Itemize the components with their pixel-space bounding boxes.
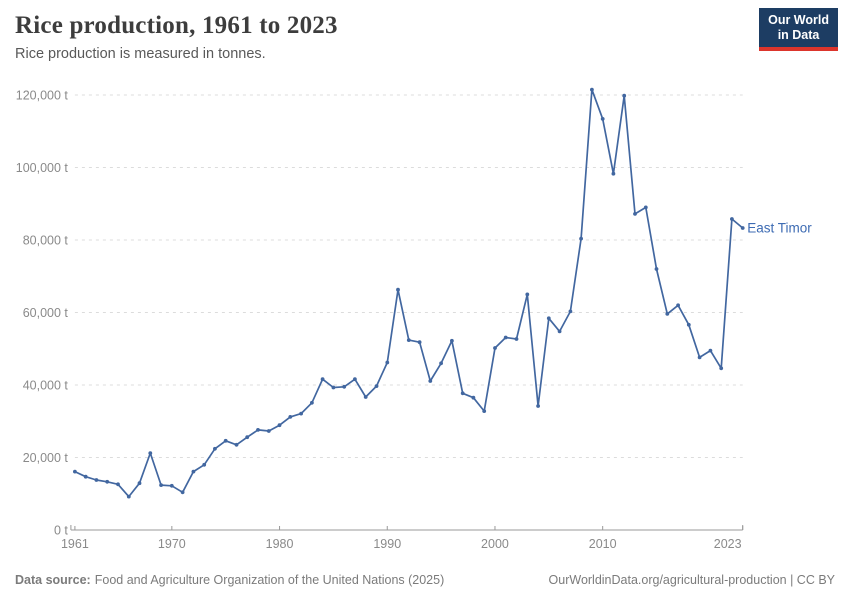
data-point[interactable] [665, 312, 670, 316]
data-source-label: Data source: [15, 573, 91, 587]
data-point[interactable] [116, 482, 120, 487]
data-point[interactable] [385, 360, 390, 365]
data-point[interactable] [708, 348, 713, 353]
data-point[interactable] [450, 338, 454, 343]
data-point[interactable] [697, 355, 702, 360]
data-point[interactable] [590, 87, 594, 92]
chart-header: Rice production, 1961 to 2023 Rice produ… [15, 10, 338, 62]
data-point[interactable] [686, 322, 691, 327]
owid-url-link[interactable]: OurWorldinData.org/agricultural-producti… [548, 573, 835, 587]
data-point[interactable] [525, 292, 530, 297]
data-point[interactable] [503, 335, 508, 340]
data-point[interactable] [202, 462, 207, 467]
data-point[interactable] [493, 346, 497, 350]
owid-logo[interactable]: Our World in Data [759, 8, 838, 51]
data-point[interactable] [730, 217, 734, 221]
owid-logo-line1: Our World [768, 13, 829, 27]
data-point[interactable] [396, 287, 400, 292]
data-point[interactable] [320, 377, 325, 382]
page-title: Rice production, 1961 to 2023 [15, 12, 338, 39]
data-point[interactable] [94, 478, 99, 482]
data-point[interactable] [277, 423, 282, 428]
data-point[interactable] [126, 494, 131, 499]
y-axis-tick-label: 100,000 t [16, 161, 69, 175]
y-axis-tick-label: 40,000 t [23, 379, 69, 393]
data-point[interactable] [417, 340, 422, 345]
data-point[interactable] [719, 366, 724, 371]
chart-subtitle: Rice production is measured in tonnes. [15, 46, 266, 63]
x-axis-tick-label: 1990 [373, 537, 401, 551]
y-axis-tick-label: 0 t [54, 524, 68, 538]
data-point[interactable] [191, 469, 196, 474]
x-axis-tick-label: 1961 [61, 537, 89, 551]
data-point[interactable] [654, 267, 659, 271]
data-point[interactable] [557, 329, 562, 334]
data-point[interactable] [310, 400, 314, 405]
data-source: Data source: Food and Agriculture Organiz… [15, 573, 444, 587]
x-axis-tick-label: 1980 [266, 537, 294, 551]
data-point[interactable] [137, 481, 142, 486]
data-point[interactable] [342, 384, 347, 389]
y-axis-tick-label: 60,000 t [23, 306, 69, 320]
series-line-east-timor[interactable] [74, 88, 744, 498]
data-point[interactable] [536, 404, 540, 408]
data-point[interactable] [482, 409, 487, 413]
data-point[interactable] [105, 479, 110, 484]
data-point[interactable] [73, 469, 77, 474]
series-label-east-timor[interactable]: East Timor [747, 221, 812, 236]
data-point[interactable] [633, 212, 637, 216]
data-point[interactable] [256, 428, 260, 432]
data-point[interactable] [460, 391, 465, 396]
data-point[interactable] [611, 171, 616, 176]
data-point[interactable] [180, 490, 185, 495]
data-point[interactable] [223, 438, 228, 443]
data-point[interactable] [600, 117, 605, 121]
data-point[interactable] [676, 303, 680, 308]
x-axis-tick-label: 2023 [714, 537, 742, 551]
y-axis-tick-label: 20,000 t [23, 451, 69, 465]
data-point[interactable] [148, 451, 153, 455]
data-point[interactable] [266, 429, 271, 433]
data-point[interactable] [374, 384, 379, 388]
data-source-text: Food and Agriculture Organization of the… [94, 573, 445, 587]
x-axis-tick-label: 1970 [158, 537, 186, 551]
data-point[interactable] [363, 395, 368, 399]
data-point[interactable] [234, 442, 239, 447]
data-point[interactable] [406, 338, 411, 342]
data-point[interactable] [288, 415, 293, 419]
data-point[interactable] [514, 337, 519, 341]
owid-logo-line2: in Data [777, 27, 820, 42]
data-point[interactable] [439, 361, 443, 366]
data-point[interactable] [579, 236, 583, 241]
data-point[interactable] [159, 483, 164, 487]
data-point[interactable] [245, 435, 250, 440]
data-point[interactable] [353, 377, 357, 382]
y-axis-tick-label: 80,000 t [23, 234, 69, 248]
x-axis-tick-label: 2010 [589, 537, 617, 551]
data-point[interactable] [568, 309, 573, 314]
data-point[interactable] [213, 446, 217, 451]
data-point[interactable] [546, 316, 551, 321]
data-point[interactable] [428, 379, 433, 383]
data-point[interactable] [331, 385, 336, 390]
data-point[interactable] [83, 474, 88, 479]
x-axis-tick-label: 2000 [481, 537, 509, 551]
y-axis-tick-label: 120,000 t [16, 89, 69, 103]
data-point[interactable] [299, 411, 303, 416]
chart-footer: Data source: Food and Agriculture Organiz… [15, 573, 835, 587]
data-point[interactable] [169, 483, 174, 488]
data-point[interactable] [643, 205, 648, 210]
data-point[interactable] [740, 226, 745, 230]
data-point[interactable] [471, 395, 476, 400]
data-point[interactable] [622, 93, 627, 98]
